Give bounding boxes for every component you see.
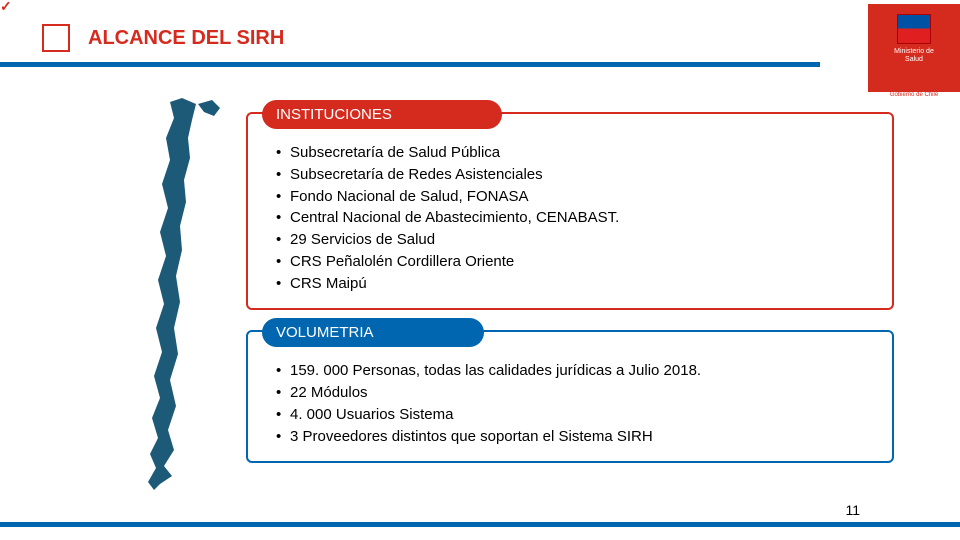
list-item: CRS Peñalolén Cordillera Oriente <box>276 251 876 273</box>
list-item: 3 Proveedores distintos que soportan el … <box>276 426 876 448</box>
list-item: 22 Módulos <box>276 382 876 404</box>
list-item: 159. 000 Personas, todas las calidades j… <box>276 360 876 382</box>
instituciones-list: Subsecretaría de Salud Pública Subsecret… <box>276 142 876 294</box>
chile-emblem-icon <box>897 14 931 44</box>
checkmark-icon: ✓ <box>0 0 12 15</box>
volumetria-title: VOLUMETRIA <box>262 318 484 347</box>
page-number: 11 <box>845 502 860 518</box>
list-item: 4. 000 Usuarios Sistema <box>276 404 876 426</box>
list-item: Central Nacional de Abastecimiento, CENA… <box>276 207 876 229</box>
ministry-logo: Ministerio de Salud <box>868 4 960 92</box>
slide-title: ALCANCE DEL SIRH <box>88 27 284 50</box>
logo-text-1: Ministerio de <box>890 48 938 56</box>
header-divider <box>0 62 820 67</box>
list-item: Subsecretaría de Salud Pública <box>276 142 876 164</box>
instituciones-card: INSTITUCIONES Subsecretaría de Salud Púb… <box>246 112 894 310</box>
slide-header: ALCANCE DEL SIRH <box>42 24 284 52</box>
volumetria-card: VOLUMETRIA 159. 000 Personas, todas las … <box>246 330 894 463</box>
logo-text-2: Salud <box>901 56 927 64</box>
footer-divider <box>0 522 960 527</box>
volumetria-list: 159. 000 Personas, todas las calidades j… <box>276 360 876 447</box>
logo-caption: Gobierno de Chile <box>868 92 960 98</box>
instituciones-title: INSTITUCIONES <box>262 100 502 129</box>
list-item: CRS Maipú <box>276 273 876 295</box>
list-item: Fondo Nacional de Salud, FONASA <box>276 186 876 208</box>
list-item: 29 Servicios de Salud <box>276 229 876 251</box>
list-item: Subsecretaría de Redes Asistenciales <box>276 164 876 186</box>
content-area: INSTITUCIONES Subsecretaría de Salud Púb… <box>246 112 894 483</box>
header-square-icon <box>42 24 70 52</box>
chile-map-icon <box>140 98 230 490</box>
